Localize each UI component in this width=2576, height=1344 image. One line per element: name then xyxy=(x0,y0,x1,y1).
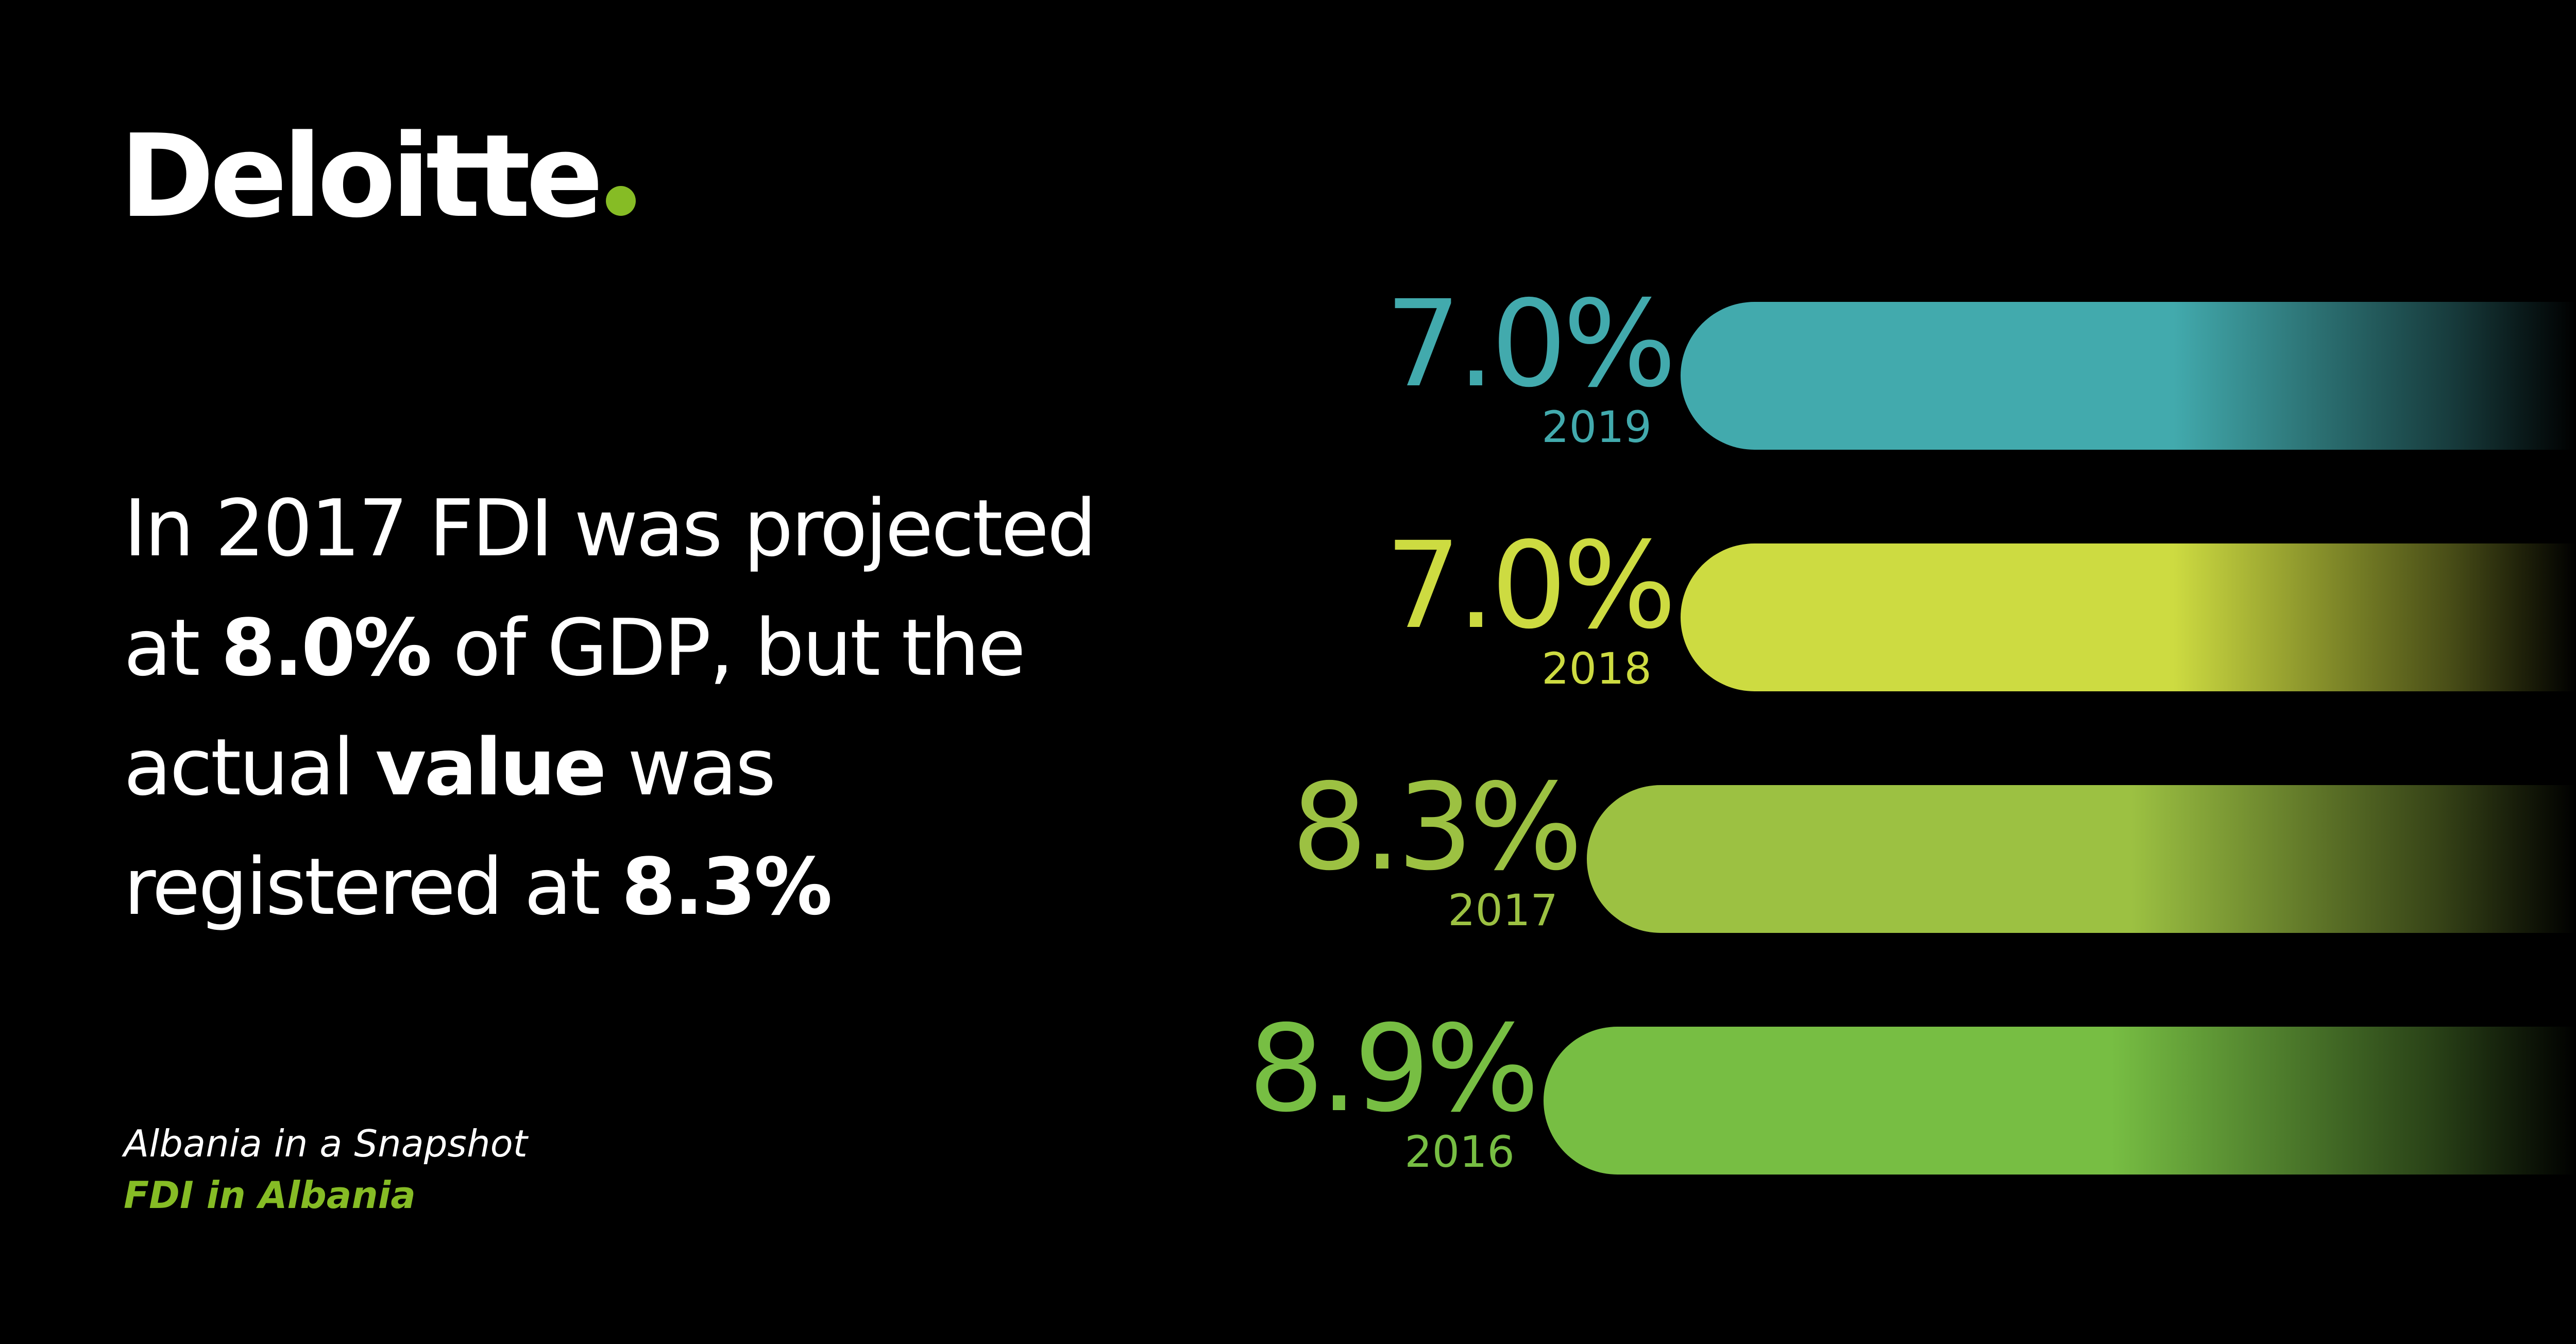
logo-dot-icon xyxy=(606,186,636,216)
headline-text-2a: at xyxy=(124,602,222,693)
headline-text-4a: registered at xyxy=(124,841,622,932)
footer-subtitle: Albania in a Snapshot xyxy=(124,1122,528,1165)
headline-line-1: In 2017 FDI was projected xyxy=(124,469,1231,588)
headline-text-3c: was xyxy=(604,722,776,813)
bar-2019 xyxy=(1681,302,2576,450)
value-label-2018: 7.0% xyxy=(1385,516,1672,655)
year-label-2018: 2018 xyxy=(1541,643,1652,694)
deloitte-logo: Deloitte xyxy=(120,120,636,253)
value-label-2019: 7.0% xyxy=(1385,275,1672,414)
bar-2016 xyxy=(1544,1027,2576,1175)
logo-wordmark: Deloitte xyxy=(120,110,603,243)
headline-text: In 2017 FDI was projected at 8.0% of GDP… xyxy=(124,469,1231,947)
bar-2017 xyxy=(1587,785,2576,933)
actual-value: 8.3% xyxy=(621,841,833,932)
headline-line-4: registered at 8.3% xyxy=(124,827,1231,947)
headline-emphasis-value: value xyxy=(375,722,606,813)
year-label-2017: 2017 xyxy=(1448,885,1558,935)
year-label-2019: 2019 xyxy=(1541,402,1652,452)
footer-caption: Albania in a Snapshot FDI in Albania xyxy=(124,1118,528,1221)
headline-text-3a: actual xyxy=(124,722,376,813)
footer-topic: FDI in Albania xyxy=(124,1173,416,1217)
headline-text-2c: of GDP, but the xyxy=(430,602,1026,693)
year-label-2016: 2016 xyxy=(1404,1127,1515,1177)
value-label-2016: 8.9% xyxy=(1248,999,1535,1138)
headline-text-1: In 2017 FDI was projected xyxy=(124,483,1097,574)
projected-value: 8.0% xyxy=(221,602,432,693)
bar-2018 xyxy=(1681,543,2576,691)
headline-line-3: actual value was xyxy=(124,708,1231,827)
value-label-2017: 8.3% xyxy=(1292,758,1579,897)
headline-line-2: at 8.0% of GDP, but the xyxy=(124,588,1231,708)
